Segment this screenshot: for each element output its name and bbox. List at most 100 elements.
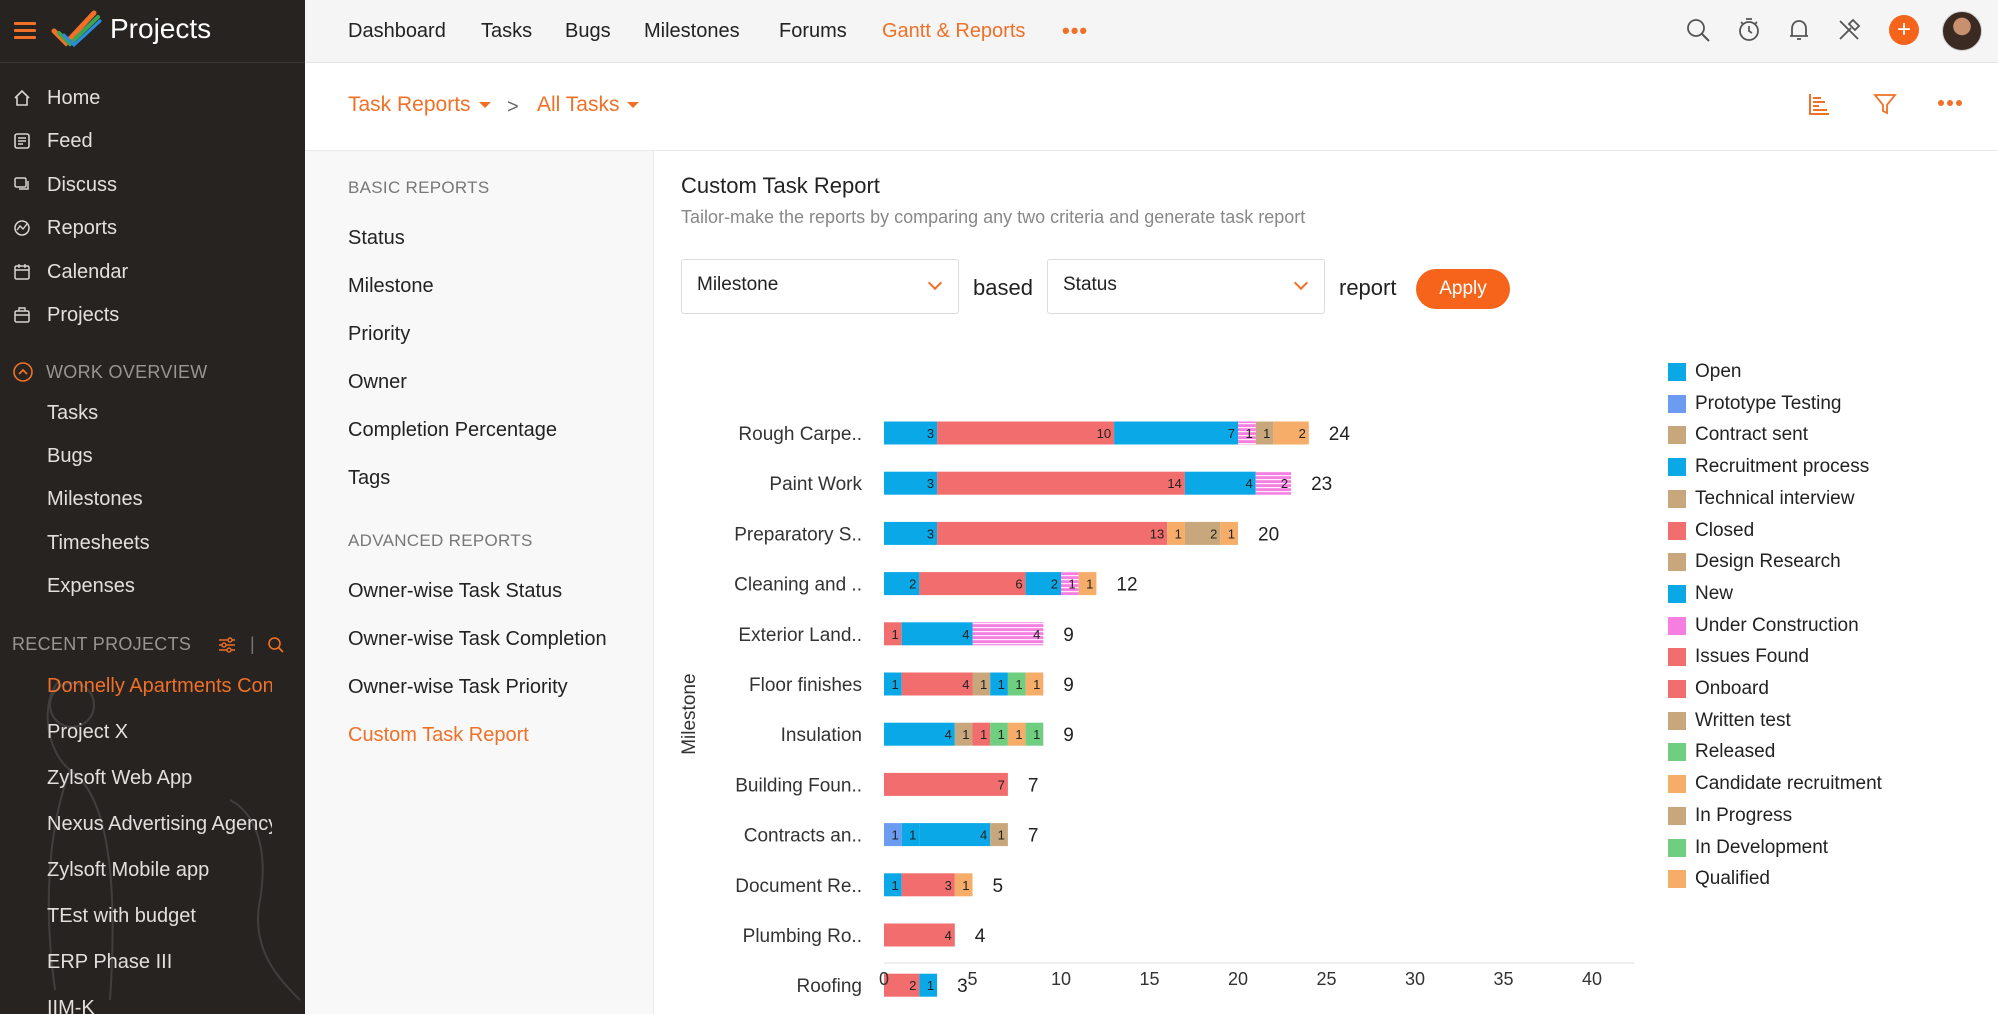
bar-segment[interactable] (972, 722, 991, 746)
recent-project-item[interactable]: Donnelly Apartments Construction (47, 675, 272, 697)
recent-project-item[interactable]: Zylsoft Mobile app (47, 859, 210, 881)
sidebar-item-feed[interactable]: Feed (12, 124, 93, 158)
bar-segment[interactable] (1078, 572, 1097, 596)
task-reports-dropdown[interactable]: Task Reports (348, 93, 491, 117)
bar-segment[interactable] (901, 672, 973, 696)
bar-segment[interactable] (1238, 421, 1256, 445)
bar-segment[interactable] (884, 823, 902, 847)
filter-icon[interactable] (1873, 92, 1897, 116)
work-overview-heading[interactable]: WORK OVERVIEW (12, 361, 208, 383)
hamburger-menu-icon[interactable] (14, 22, 36, 40)
sidebar-item-timesheets[interactable]: Timesheets (47, 532, 150, 554)
legend-item[interactable]: New (1668, 583, 1733, 605)
sidebar-item-bugs[interactable]: Bugs (47, 445, 93, 467)
report-item-tags[interactable]: Tags (348, 467, 391, 489)
bar-segment[interactable] (884, 421, 938, 445)
bar-segment[interactable] (884, 873, 902, 897)
bar-segment[interactable] (1025, 572, 1061, 596)
criteria-1-select[interactable]: Milestone (681, 259, 959, 314)
legend-item[interactable]: Open (1668, 361, 1741, 383)
bar-segment[interactable] (1007, 672, 1026, 696)
recent-project-item[interactable]: Project X (47, 721, 129, 743)
bar-segment[interactable] (972, 672, 991, 696)
sidebar-item-tasks[interactable]: Tasks (47, 402, 99, 424)
all-tasks-dropdown[interactable]: All Tasks (537, 93, 640, 117)
bar-segment[interactable] (884, 521, 938, 545)
bar-segment[interactable] (954, 722, 973, 746)
report-item-status[interactable]: Status (348, 227, 405, 249)
search-icon[interactable] (267, 636, 285, 654)
bar-segment[interactable] (937, 521, 1168, 545)
bar-segment[interactable] (884, 772, 1008, 796)
legend-item[interactable]: Released (1668, 741, 1775, 763)
sidebar-item-calendar[interactable]: Calendar (12, 255, 128, 289)
bar-segment[interactable] (919, 823, 991, 847)
bar-segment[interactable] (884, 722, 955, 746)
topnav-tasks[interactable]: Tasks (481, 20, 533, 42)
bar-segment[interactable] (1025, 722, 1044, 746)
report-item-owner[interactable]: Owner (348, 371, 407, 393)
sidebar-item-projects[interactable]: Projects (12, 298, 119, 332)
report-item-owner-wise-task-status[interactable]: Owner-wise Task Status (348, 580, 563, 602)
bar-segment[interactable] (884, 672, 902, 696)
report-item-owner-wise-task-priority[interactable]: Owner-wise Task Priority (348, 676, 568, 698)
bar-segment[interactable] (884, 471, 938, 495)
legend-item[interactable]: Closed (1668, 520, 1754, 542)
bar-segment[interactable] (990, 672, 1008, 696)
bar-segment[interactable] (1114, 421, 1238, 445)
topnav-milestones[interactable]: Milestones (644, 20, 740, 42)
bar-segment[interactable] (919, 572, 1026, 596)
sidebar-item-expenses[interactable]: Expenses (47, 575, 135, 597)
bar-segment[interactable] (937, 471, 1185, 495)
bar-segment[interactable] (954, 873, 973, 897)
filter-settings-icon[interactable] (217, 635, 237, 655)
tools-icon[interactable] (1835, 16, 1863, 44)
bar-segment[interactable] (972, 622, 1044, 646)
bar-segment[interactable] (1184, 521, 1221, 545)
sidebar-item-discuss[interactable]: Discuss (12, 168, 117, 202)
bar-segment[interactable] (884, 923, 955, 947)
criteria-2-select[interactable]: Status (1047, 259, 1325, 314)
recent-project-item[interactable]: ERP Phase III (47, 951, 173, 973)
topnav-forums[interactable]: Forums (779, 20, 847, 42)
bar-segment[interactable] (990, 823, 1008, 847)
bar-segment[interactable] (901, 873, 955, 897)
legend-item[interactable]: Qualified (1668, 868, 1770, 890)
sidebar-item-home[interactable]: Home (12, 81, 100, 115)
legend-item[interactable]: In Development (1668, 837, 1828, 859)
recent-project-item[interactable]: TEst with budget (47, 905, 196, 927)
report-item-milestone[interactable]: Milestone (348, 275, 434, 297)
bar-segment[interactable] (884, 622, 902, 646)
bar-segment[interactable] (901, 622, 973, 646)
report-item-completion-percentage[interactable]: Completion Percentage (348, 419, 558, 441)
bar-segment[interactable] (1025, 672, 1044, 696)
avatar[interactable] (1942, 11, 1982, 51)
bar-segment[interactable] (1061, 572, 1079, 596)
bar-segment[interactable] (1007, 722, 1026, 746)
timer-icon[interactable] (1735, 16, 1763, 44)
sidebar-item-milestones[interactable]: Milestones (47, 488, 143, 510)
recent-project-item[interactable]: Zylsoft Web App (47, 767, 193, 789)
bar-segment[interactable] (937, 421, 1115, 445)
report-item-custom-task-report[interactable]: Custom Task Report (348, 724, 529, 746)
bar-segment[interactable] (990, 722, 1008, 746)
legend-item[interactable]: Design Research (1668, 551, 1841, 573)
bar-segment[interactable] (1255, 421, 1274, 445)
more-menu-icon[interactable]: ••• (1062, 18, 1089, 43)
search-icon[interactable] (1684, 16, 1712, 44)
add-button[interactable]: + (1889, 15, 1919, 45)
topnav-gantt-reports[interactable]: Gantt & Reports (882, 20, 1026, 42)
legend-item[interactable]: Written test (1668, 710, 1791, 732)
legend-item[interactable]: Candidate recruitment (1668, 773, 1882, 795)
sidebar-item-reports[interactable]: Reports (12, 211, 117, 245)
topnav-dashboard[interactable]: Dashboard (348, 20, 446, 42)
recent-project-item[interactable]: IIM-K (47, 997, 95, 1014)
bell-icon[interactable] (1785, 16, 1813, 44)
report-item-priority[interactable]: Priority (348, 323, 411, 345)
bar-segment[interactable] (1167, 521, 1185, 545)
topnav-bugs[interactable]: Bugs (565, 20, 611, 42)
bar-segment[interactable] (901, 823, 920, 847)
report-item-owner-wise-task-completion[interactable]: Owner-wise Task Completion (348, 628, 607, 650)
more-options-icon[interactable] (1937, 99, 1963, 107)
bar-segment[interactable] (919, 973, 938, 997)
